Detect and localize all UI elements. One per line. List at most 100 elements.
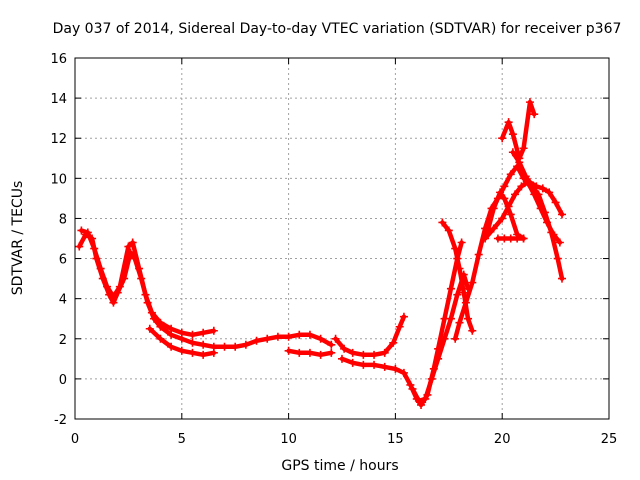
y-tick-label: 16 [50, 52, 67, 67]
data-point [188, 338, 197, 347]
data-point [252, 336, 261, 345]
series-arc-4 [284, 346, 336, 359]
data-point [451, 244, 460, 253]
data-point [511, 190, 520, 199]
series-arc-9 [451, 162, 567, 343]
data-point [457, 238, 466, 247]
data-point [199, 350, 208, 359]
data-point [399, 368, 408, 377]
data-point [504, 118, 513, 127]
data-point [408, 384, 417, 393]
data-point [273, 332, 282, 341]
data-point [370, 360, 379, 369]
data-point [115, 282, 124, 291]
data-point [498, 214, 507, 223]
data-point [338, 354, 346, 363]
data-point [199, 340, 208, 349]
data-point [453, 290, 462, 299]
data-point [540, 208, 549, 217]
data-point [75, 242, 84, 251]
data-point [508, 148, 517, 157]
y-tick-label: 10 [50, 172, 67, 187]
data-point [461, 298, 470, 307]
series-arc-5 [331, 312, 408, 359]
data-point [545, 188, 554, 197]
data-point [231, 342, 240, 351]
data-point [459, 288, 468, 297]
data-point [348, 358, 357, 367]
data-point [188, 330, 197, 339]
data-point [220, 342, 229, 351]
data-point [438, 218, 447, 227]
data-point [451, 334, 460, 343]
data-point [468, 326, 477, 335]
data-point [90, 244, 99, 253]
grid [75, 58, 609, 419]
data-point [455, 318, 464, 327]
data-point [316, 334, 325, 343]
data-point [83, 228, 92, 237]
y-tick-label: 14 [50, 92, 67, 107]
data-point [389, 338, 398, 347]
data-point [348, 348, 357, 357]
data-point [128, 238, 137, 247]
data-point [468, 278, 477, 287]
data-point [209, 326, 218, 335]
data-point [464, 314, 473, 323]
data-point [481, 234, 490, 243]
data-point [498, 134, 507, 143]
data-point [135, 264, 144, 273]
data-point [327, 348, 336, 357]
data-point [508, 130, 517, 139]
x-tick-label: 10 [280, 432, 297, 447]
data-point [399, 312, 408, 321]
data-point [519, 144, 528, 153]
data-point [395, 322, 404, 331]
data-point [558, 210, 567, 219]
data-point [500, 194, 509, 203]
series-arc-13 [498, 98, 539, 163]
data-point [96, 264, 105, 273]
data-point [177, 328, 186, 337]
data-point [359, 350, 368, 359]
y-tick-label: -2 [54, 413, 67, 428]
x-tick-label: 5 [178, 432, 186, 447]
data-point [284, 332, 293, 341]
data-point [305, 330, 314, 339]
series-arc-3 [145, 324, 218, 359]
plot-frame [74, 57, 610, 420]
data-point [145, 324, 154, 333]
data-point [553, 254, 562, 263]
data-point [156, 318, 165, 327]
data-point [444, 226, 453, 235]
data-point [474, 250, 483, 259]
data-point [370, 350, 379, 359]
x-axis-label: GPS time / hours [281, 458, 398, 474]
data-point [241, 340, 250, 349]
y-tick-label: 12 [50, 132, 67, 147]
data-point [327, 340, 336, 349]
y-tick-label: 4 [59, 293, 67, 308]
series-line [499, 99, 537, 161]
data-point [525, 98, 534, 107]
data-point [506, 210, 515, 219]
data-point [489, 224, 498, 233]
data-point [434, 354, 443, 363]
x-tick-label: 15 [387, 432, 404, 447]
data-point [124, 242, 133, 251]
data-point [558, 274, 567, 283]
data-point [177, 346, 186, 355]
data-point [517, 182, 526, 191]
data-point [534, 190, 543, 199]
y-tick-label: 6 [59, 253, 67, 268]
data-point [305, 348, 314, 357]
data-point [519, 234, 528, 243]
chart-title: Day 037 of 2014, Sidereal Day-to-day VTE… [53, 21, 622, 37]
data-point [167, 324, 176, 333]
series-line [79, 228, 217, 338]
data-point [147, 308, 156, 317]
data-point [414, 396, 423, 405]
data-point [284, 346, 293, 355]
data-point [188, 348, 197, 357]
data-point [77, 226, 86, 235]
